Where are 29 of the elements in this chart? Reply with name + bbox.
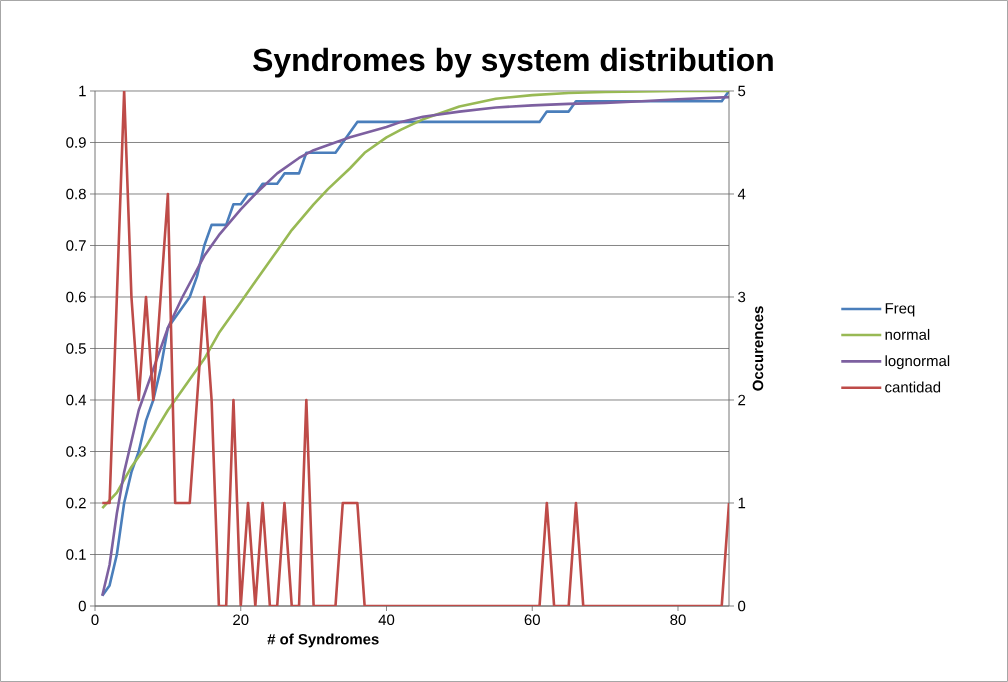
x-tick-label: 40 <box>378 614 395 626</box>
y-tick-label: 0.5 <box>66 343 86 354</box>
y2-tick-label: 3 <box>738 291 746 303</box>
x-tick-label: 60 <box>524 614 540 626</box>
chart-title: Syndromes by system distribution <box>253 47 773 78</box>
x-tick-label: 20 <box>233 614 249 626</box>
y-tick-label: 0.4 <box>66 394 87 406</box>
y-tick-label: 0.1 <box>66 549 86 560</box>
y-tick-label: 0.8 <box>66 188 86 200</box>
y2-tick-label: 5 <box>738 85 746 97</box>
y-tick-label: 0.3 <box>66 446 86 457</box>
legend-label: normal <box>885 328 930 340</box>
y-tick-label: 0 <box>78 600 86 612</box>
legend-label: Freq <box>885 303 915 317</box>
y2-tick-label: 4 <box>737 188 746 200</box>
legend-label: lognormal <box>885 355 950 370</box>
y2-tick-label: 0 <box>738 600 746 612</box>
y2-axis-title: Occurences <box>752 306 764 391</box>
y-tick-label: 0.6 <box>66 291 86 303</box>
y-tick-label: 0.2 <box>66 497 86 509</box>
y-tick-label: 0.9 <box>66 137 86 148</box>
y-tick-label: 1 <box>79 85 86 97</box>
x-tick-label: 80 <box>670 614 686 626</box>
y2-tick-label: 1 <box>738 497 746 509</box>
y-tick-label: 0.7 <box>66 240 86 251</box>
x-axis-title: # of Syndromes <box>267 633 379 648</box>
y2-tick-label: 2 <box>738 394 746 406</box>
legend-label: cantidad <box>885 381 941 393</box>
x-tick-label: 0 <box>91 614 99 626</box>
